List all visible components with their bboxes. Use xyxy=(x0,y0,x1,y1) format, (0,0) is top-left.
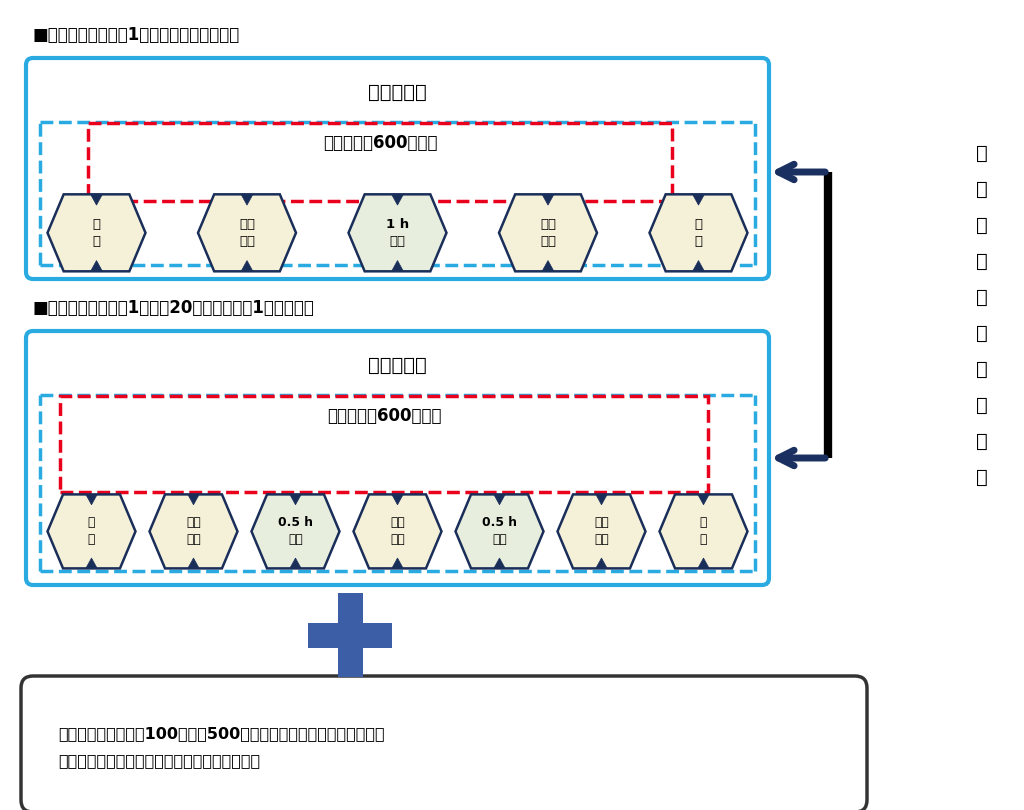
Polygon shape xyxy=(187,558,200,569)
Polygon shape xyxy=(494,558,505,569)
Polygon shape xyxy=(542,194,554,205)
Polygon shape xyxy=(659,494,748,569)
Polygon shape xyxy=(290,494,301,505)
Text: 当該運行の実車距離100㎞から500㎞の間にあるいずれかの休憩地点: 当該運行の実車距離100㎞から500㎞の間にあるいずれかの休憩地点 xyxy=(58,726,385,740)
Text: において運行管理者又は補助者に体調等を報告: において運行管理者又は補助者に体調等を報告 xyxy=(58,752,260,768)
Text: 回
送: 回 送 xyxy=(694,218,702,248)
Text: 実車
運行: 実車 運行 xyxy=(540,218,556,248)
Text: 休: 休 xyxy=(976,432,988,450)
Text: 1 h
休憩: 1 h 休憩 xyxy=(386,218,409,248)
Polygon shape xyxy=(353,494,441,569)
Text: で: で xyxy=(976,395,988,415)
FancyBboxPatch shape xyxy=(308,623,392,647)
Polygon shape xyxy=(499,194,597,271)
Text: い: い xyxy=(976,143,988,163)
Polygon shape xyxy=(391,194,403,205)
Polygon shape xyxy=(557,494,645,569)
Text: 0.5 h
休憩: 0.5 h 休憩 xyxy=(482,517,517,547)
FancyBboxPatch shape xyxy=(22,676,867,810)
Text: 実車
運行: 実車 運行 xyxy=(239,218,255,248)
Text: ず: ず xyxy=(976,180,988,198)
Text: ■実車運行の途中に1回連続20分以上で合計1時間の休憩: ■実車運行の途中に1回連続20分以上で合計1時間の休憩 xyxy=(33,299,314,317)
Text: 実車
運行: 実車 運行 xyxy=(390,517,404,547)
Polygon shape xyxy=(697,494,710,505)
Polygon shape xyxy=(290,558,301,569)
Polygon shape xyxy=(348,194,446,271)
Polygon shape xyxy=(649,194,748,271)
Text: 実車
運行: 実車 運行 xyxy=(186,517,201,547)
Polygon shape xyxy=(391,261,403,271)
Polygon shape xyxy=(494,494,505,505)
Text: 回
送: 回 送 xyxy=(92,218,100,248)
Text: の: の xyxy=(976,288,988,306)
Text: 昼間一運行: 昼間一運行 xyxy=(368,83,427,101)
Text: 回
送: 回 送 xyxy=(88,517,95,547)
Text: 実車距離は600㎞まで: 実車距離は600㎞まで xyxy=(323,134,437,152)
Text: 法: 法 xyxy=(976,360,988,378)
Polygon shape xyxy=(47,494,135,569)
Polygon shape xyxy=(47,194,145,271)
Text: か: か xyxy=(976,251,988,271)
Polygon shape xyxy=(542,261,554,271)
Polygon shape xyxy=(86,494,97,505)
Text: 回
送: 回 送 xyxy=(699,517,708,547)
Text: 実車
運行: 実車 運行 xyxy=(594,517,609,547)
Text: 実車距離は600㎞まで: 実車距離は600㎞まで xyxy=(327,407,441,425)
Polygon shape xyxy=(90,261,102,271)
Text: 方: 方 xyxy=(976,323,988,343)
Text: ■実車運行の途中に1時間のまとまった休憩: ■実車運行の途中に1時間のまとまった休憩 xyxy=(33,26,241,44)
Polygon shape xyxy=(198,194,296,271)
Polygon shape xyxy=(187,494,200,505)
Polygon shape xyxy=(392,494,403,505)
Polygon shape xyxy=(392,558,403,569)
Polygon shape xyxy=(596,558,607,569)
Polygon shape xyxy=(90,194,102,205)
FancyBboxPatch shape xyxy=(26,331,769,585)
Polygon shape xyxy=(697,558,710,569)
FancyBboxPatch shape xyxy=(26,58,769,279)
Text: 昼間一運行: 昼間一運行 xyxy=(368,356,427,374)
Polygon shape xyxy=(692,194,705,205)
Text: 0.5 h
休憩: 0.5 h 休憩 xyxy=(278,517,313,547)
Polygon shape xyxy=(150,494,238,569)
Polygon shape xyxy=(692,261,705,271)
FancyBboxPatch shape xyxy=(338,593,362,677)
Text: 憩: 憩 xyxy=(976,467,988,487)
Polygon shape xyxy=(86,558,97,569)
Polygon shape xyxy=(596,494,607,505)
Polygon shape xyxy=(456,494,544,569)
Polygon shape xyxy=(252,494,340,569)
Polygon shape xyxy=(241,194,253,205)
Polygon shape xyxy=(241,261,253,271)
Text: れ: れ xyxy=(976,215,988,235)
